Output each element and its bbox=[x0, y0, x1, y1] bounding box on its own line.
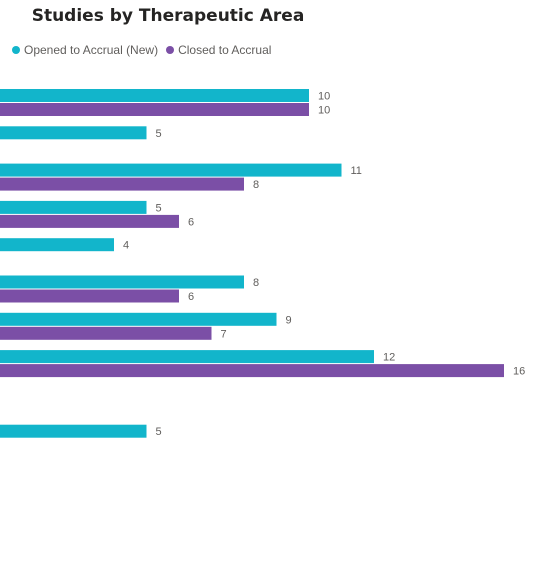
data-label-closed-row-7: 7 bbox=[221, 328, 227, 340]
bar-closed-row-8[interactable] bbox=[0, 364, 504, 378]
data-label-opened-row-10: 5 bbox=[156, 426, 162, 438]
bar-closed-row-1[interactable] bbox=[0, 103, 309, 116]
data-label-opened-row-5: 4 bbox=[123, 240, 129, 252]
legend-label-opened: Opened to Accrual (New) bbox=[24, 43, 159, 57]
data-label-opened-row-7: 9 bbox=[286, 314, 292, 326]
bar-opened-row-5[interactable] bbox=[0, 238, 114, 252]
bar-opened-row-7[interactable] bbox=[0, 312, 277, 326]
legend-marker-opened bbox=[12, 46, 20, 54]
data-label-opened-row-2: 5 bbox=[156, 128, 162, 140]
bar-closed-row-4[interactable] bbox=[0, 214, 179, 228]
bar-opened-row-3[interactable] bbox=[0, 163, 342, 177]
data-label-closed-row-4: 6 bbox=[188, 216, 194, 228]
legend-item-opened[interactable]: Opened to Accrual (New) bbox=[12, 43, 158, 57]
data-label-closed-row-3: 8 bbox=[253, 179, 259, 191]
legend: Opened to Accrual (New) Closed to Accrua… bbox=[12, 43, 279, 57]
data-label-closed-row-1: 10 bbox=[318, 105, 330, 117]
data-label-opened-row-8: 12 bbox=[383, 352, 395, 364]
data-label-closed-row-6: 6 bbox=[188, 291, 194, 303]
data-label-opened-row-4: 5 bbox=[156, 202, 162, 214]
legend-item-closed[interactable]: Closed to Accrual bbox=[166, 43, 271, 57]
data-label-opened-row-6: 8 bbox=[253, 277, 259, 289]
bar-closed-row-6[interactable] bbox=[0, 289, 179, 303]
chart-title: Studies by Therapeutic Area bbox=[31, 6, 305, 26]
bar-opened-row-4[interactable] bbox=[0, 200, 147, 214]
bar-closed-row-7[interactable] bbox=[0, 326, 212, 340]
bar-opened-row-6[interactable] bbox=[0, 275, 244, 289]
data-label-closed-row-8: 16 bbox=[513, 366, 525, 378]
bar-closed-row-3[interactable] bbox=[0, 177, 244, 191]
legend-marker-closed bbox=[166, 46, 175, 54]
bar-opened-row-1[interactable] bbox=[0, 89, 309, 102]
bar-opened-row-2[interactable] bbox=[0, 126, 147, 140]
data-label-opened-row-3: 11 bbox=[351, 165, 362, 177]
bar-opened-row-8[interactable] bbox=[0, 350, 374, 364]
bar-opened-row-10[interactable] bbox=[0, 424, 147, 438]
data-label-opened-row-1: 10 bbox=[318, 91, 330, 103]
legend-label-closed: Closed to Accrual bbox=[178, 43, 272, 57]
